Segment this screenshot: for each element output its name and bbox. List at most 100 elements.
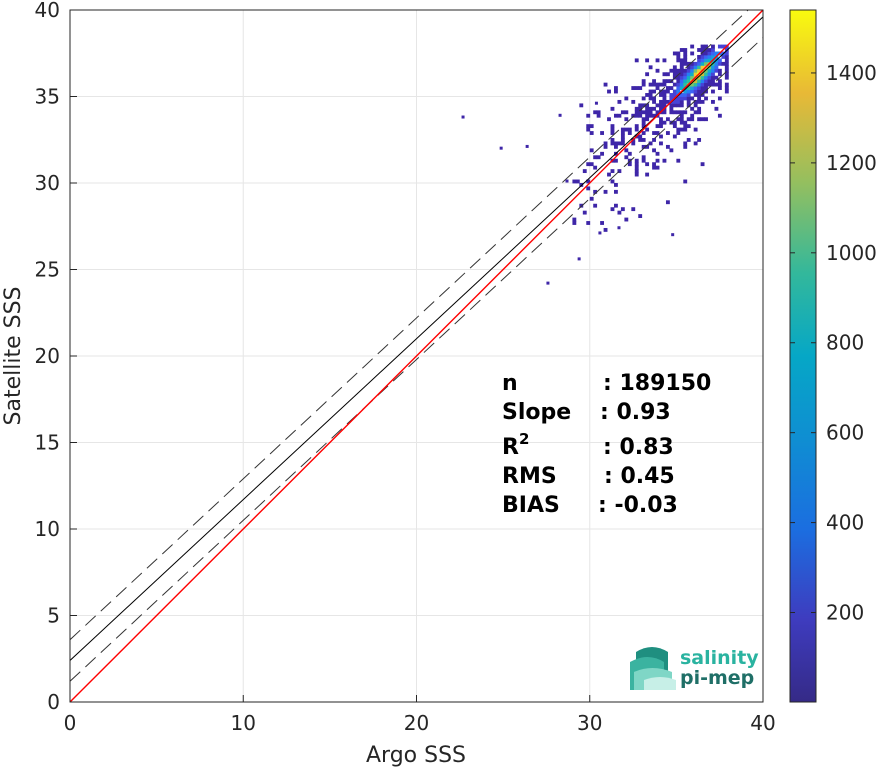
axis-ticks: 0 10 20 30 40 0 5 10 15 20 25 30 35 40 xyxy=(35,0,776,735)
density-cell xyxy=(721,44,726,49)
density-cell xyxy=(665,117,670,122)
density-cell xyxy=(679,127,684,132)
density-cell xyxy=(697,48,702,52)
density-cell xyxy=(596,155,601,160)
density-cell xyxy=(686,68,691,73)
density-cell xyxy=(659,103,663,108)
density-cell xyxy=(662,82,667,87)
density-cell xyxy=(724,68,729,73)
density-cell xyxy=(683,144,688,149)
density-cell xyxy=(679,93,684,97)
density-cell xyxy=(679,113,684,118)
density-cell xyxy=(645,72,650,77)
density-cell xyxy=(704,96,708,101)
density-cell xyxy=(711,68,715,73)
density-cell xyxy=(631,141,636,146)
density-cell xyxy=(724,72,729,77)
density-cell xyxy=(707,54,712,59)
density-cell xyxy=(724,65,729,70)
density-cell xyxy=(676,127,681,132)
density-cell xyxy=(669,68,674,73)
density-cell xyxy=(648,113,653,118)
density-cell xyxy=(724,54,729,59)
density-cell xyxy=(652,96,656,101)
density-cell xyxy=(634,162,639,167)
density-cell xyxy=(693,110,698,115)
density-cell xyxy=(704,51,708,56)
density-cell xyxy=(704,58,708,63)
density-cell xyxy=(707,72,712,77)
density-cell xyxy=(645,127,650,132)
density-cell xyxy=(724,58,729,63)
density-cell xyxy=(676,96,681,101)
density-cell xyxy=(659,134,663,139)
density-cell xyxy=(620,134,625,139)
density-cell xyxy=(662,158,667,163)
density-cell xyxy=(603,227,608,232)
density-cell xyxy=(700,162,705,167)
density-cell xyxy=(655,158,660,163)
colorbar-tick-label: 1400 xyxy=(826,61,877,85)
regression-upper-dashed-line xyxy=(70,10,749,641)
density-cell xyxy=(634,113,639,118)
density-cell xyxy=(717,82,722,87)
density-cell xyxy=(697,106,702,111)
density-cell xyxy=(711,99,715,104)
density-cell xyxy=(711,51,715,56)
density-cell xyxy=(648,96,653,101)
stat-value: : 0.83 xyxy=(603,435,674,460)
density-cell xyxy=(659,106,663,111)
regression-line xyxy=(70,16,763,661)
density-outlier xyxy=(525,144,529,148)
density-cell xyxy=(655,151,660,156)
density-cell xyxy=(693,82,698,87)
density-cell xyxy=(683,72,688,77)
density-cell xyxy=(672,120,677,125)
density-outlier xyxy=(546,281,550,285)
density-cell xyxy=(683,68,688,73)
identity-line xyxy=(70,10,763,702)
density-cell xyxy=(672,65,677,70)
density-cell xyxy=(676,158,681,163)
density-cell xyxy=(617,99,622,104)
density-cell xyxy=(683,58,688,63)
density-cell xyxy=(659,120,663,125)
density-cell xyxy=(686,86,691,90)
density-cell xyxy=(676,99,681,104)
density-cell xyxy=(676,75,681,80)
density-cell xyxy=(679,99,684,104)
density-cell xyxy=(634,110,639,115)
density-cell xyxy=(645,144,650,149)
density-cell xyxy=(704,89,708,94)
density-outlier xyxy=(558,113,562,117)
density-cell xyxy=(586,127,591,132)
density-cell xyxy=(620,127,625,132)
colorbar-tick-label: 400 xyxy=(826,511,864,535)
density-cell xyxy=(669,148,674,153)
density-cell xyxy=(655,165,660,170)
density-cell xyxy=(582,169,587,174)
density-cell xyxy=(607,117,611,122)
density-cell xyxy=(614,141,618,146)
density-cell xyxy=(631,207,636,212)
density-cell xyxy=(603,144,608,149)
density-cell xyxy=(676,117,681,122)
density-cell xyxy=(614,158,618,163)
density-cell xyxy=(711,72,715,77)
density-cell xyxy=(634,158,639,163)
density-cell xyxy=(638,86,643,90)
density-cell xyxy=(711,82,715,87)
density-cell xyxy=(672,103,677,108)
y-tick-label: 10 xyxy=(35,517,60,541)
density-cell xyxy=(627,162,632,167)
x-tick-label: 0 xyxy=(64,711,77,735)
density-cell xyxy=(634,124,639,129)
density-cell xyxy=(704,61,708,66)
density-cell xyxy=(624,127,629,132)
density-cell xyxy=(697,138,702,142)
density-cell xyxy=(662,120,667,125)
density-cell xyxy=(693,65,698,70)
density-cell xyxy=(579,103,584,108)
density-cell xyxy=(589,131,594,135)
density-cell xyxy=(700,82,705,87)
